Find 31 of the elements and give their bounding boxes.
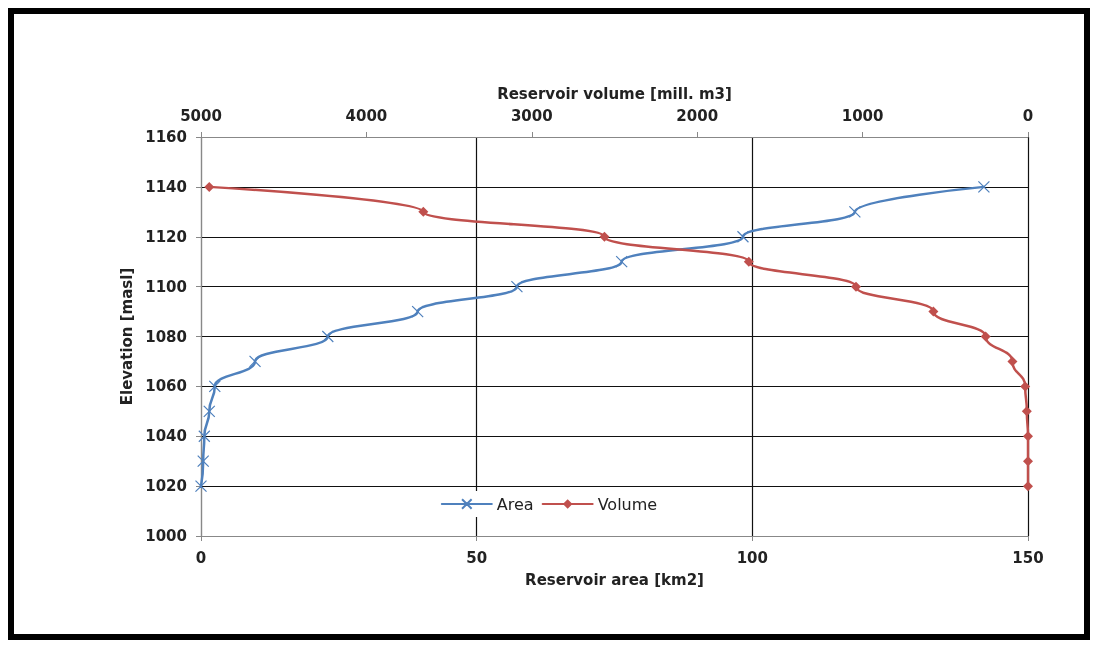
y-tick-label: 1080 — [145, 327, 187, 346]
y-tick-label: 1140 — [145, 177, 187, 196]
y-tick-label: 1000 — [145, 527, 187, 545]
y-tick-label: 1120 — [145, 227, 187, 246]
x2-tick-label: 3000 — [510, 106, 553, 125]
point — [736, 230, 750, 243]
x-tick-label: 50 — [466, 548, 488, 567]
x-axis-title: Reservoir area [km2] — [525, 570, 704, 589]
x2-axis-title: Reservoir volume [mill. m3] — [497, 84, 732, 103]
point — [321, 330, 334, 343]
x-tick-label: 150 — [1012, 548, 1044, 567]
x2-tick-label: 5000 — [180, 106, 222, 125]
x2-tick-label: 1000 — [841, 106, 884, 125]
y-tick-label: 1100 — [145, 277, 187, 296]
point — [411, 305, 424, 318]
x-tick-label: 0 — [195, 548, 207, 567]
x2-tick-label: 0 — [1022, 106, 1034, 125]
x2-tick-label: 2000 — [676, 106, 719, 125]
point — [194, 480, 208, 493]
y-axis-title: Elevation [masl] — [117, 267, 136, 406]
y-tick-label: 1060 — [145, 377, 187, 396]
y-tick-label: 1160 — [145, 128, 187, 146]
point — [208, 380, 221, 393]
legend-label: Area — [496, 494, 534, 514]
x2-tick-label: 4000 — [345, 106, 388, 125]
legend-label: Volume — [597, 494, 658, 514]
y-tick-label: 1020 — [145, 477, 187, 496]
point — [510, 280, 524, 293]
y-tick-label: 1040 — [145, 427, 187, 446]
x-tick-label: 100 — [736, 548, 768, 567]
point — [248, 355, 262, 368]
